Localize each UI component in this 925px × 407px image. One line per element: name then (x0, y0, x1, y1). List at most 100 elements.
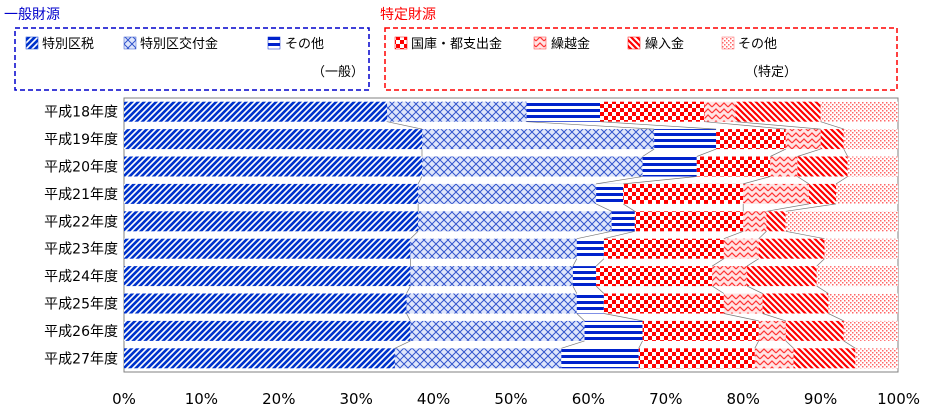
series-line (762, 313, 786, 322)
bar-segment (747, 266, 817, 287)
bar-segment (770, 156, 798, 177)
series-line (797, 148, 821, 157)
bar-segment (124, 348, 395, 369)
category-label: 平成26年度 (44, 324, 118, 340)
bar-segment (820, 129, 844, 150)
bar-segment (743, 183, 809, 204)
series-line (816, 285, 829, 294)
legend-swatch-subsidy (394, 36, 408, 50)
series-line (595, 285, 605, 294)
bar-segment (406, 293, 577, 314)
bar-segment (758, 238, 825, 259)
category-label: 平成18年度 (44, 105, 118, 121)
series-line (623, 176, 697, 185)
bar-segment (124, 238, 411, 259)
series-line (572, 285, 578, 294)
bar-segment (716, 129, 786, 150)
series-line (596, 176, 643, 185)
bar-segment (723, 238, 759, 259)
legend-label-specific-other: その他 (738, 37, 777, 52)
x-tick-label: 10% (185, 390, 218, 407)
bar-segment (793, 348, 856, 369)
bar-segment (584, 320, 643, 341)
bar-segment (808, 183, 837, 204)
bar-segment (855, 348, 898, 369)
bar-segment (124, 266, 411, 287)
bar-segment (766, 211, 786, 232)
legend-label-tax: 特別区税 (42, 37, 94, 52)
bar-segment (843, 320, 898, 341)
category-label: 平成19年度 (44, 132, 118, 148)
bar-segment (124, 156, 422, 177)
bar-segment (572, 266, 597, 287)
legend-label-grant: 特別区交付金 (140, 36, 218, 52)
series-line (723, 313, 759, 322)
x-tick-label: 80% (727, 390, 760, 407)
series-line (785, 340, 794, 349)
legend-specific-footer: （特定） (745, 65, 797, 80)
bar-segment (596, 266, 713, 287)
series-line (712, 285, 725, 294)
category-label: 平成22年度 (44, 214, 118, 230)
series-line (576, 313, 585, 322)
series-line (785, 230, 825, 240)
bar-segment (723, 293, 763, 314)
bar-segment (611, 211, 635, 232)
bar-segment (816, 266, 898, 287)
bar-segment (603, 238, 724, 259)
series-line (526, 121, 655, 130)
series-line (406, 313, 411, 322)
legend-label-carryover: 繰越金 (551, 36, 590, 52)
bar-segment (785, 211, 898, 232)
series-line (754, 340, 759, 349)
x-tick-label: 0% (112, 390, 136, 407)
bar-segment (743, 211, 767, 232)
series-line (623, 203, 636, 212)
bar-segment (638, 348, 755, 369)
series-line (595, 258, 605, 267)
series-line (843, 148, 849, 157)
bar-segment (642, 320, 759, 341)
bar-segment (712, 266, 748, 287)
series-line (816, 258, 825, 267)
bar-segment (824, 238, 898, 259)
legend-specific-title: 特定財源 (380, 7, 436, 23)
x-tick-label: 60% (572, 390, 605, 407)
series-line (785, 203, 837, 212)
series-line (746, 258, 759, 267)
bar-segment (836, 183, 898, 204)
x-tick-label: 50% (494, 390, 527, 407)
series-line (638, 340, 643, 349)
bar-segment (634, 211, 744, 232)
bar-segment (843, 129, 898, 150)
series-line (746, 285, 763, 294)
legend-general-title: 一般財源 (4, 7, 60, 23)
bar-segment (124, 320, 411, 341)
bar-segment (600, 101, 705, 122)
x-tick-label: 100% (877, 390, 920, 407)
series-line (595, 203, 612, 212)
bar-segment (124, 211, 419, 232)
legend-general: 一般財源 特別区税 特別区交付金 その他 （一般） (4, 7, 370, 91)
category-label: 平成25年度 (44, 297, 118, 313)
series-line (723, 230, 744, 240)
bar-segment (561, 348, 639, 369)
x-tick-label: 30% (340, 390, 373, 407)
series-line (766, 203, 810, 212)
x-tick-label: 40% (417, 390, 450, 407)
bar-segment (124, 293, 407, 314)
series-line (417, 176, 423, 185)
bar-segment (704, 101, 736, 122)
series-lines-layer (387, 121, 856, 349)
legend-swatch-transfer (627, 36, 641, 50)
series-line (572, 258, 578, 267)
bar-segment (124, 129, 422, 150)
bar-segment (418, 183, 597, 204)
category-labels: 平成18年度平成19年度平成20年度平成21年度平成22年度平成23年度平成24… (44, 105, 118, 368)
legend-swatch-specific-other (721, 36, 735, 50)
bar-segment (762, 293, 829, 314)
x-tick-label: 70% (649, 390, 682, 407)
legend-swatch-carryover (533, 36, 547, 50)
series-line (599, 121, 717, 130)
